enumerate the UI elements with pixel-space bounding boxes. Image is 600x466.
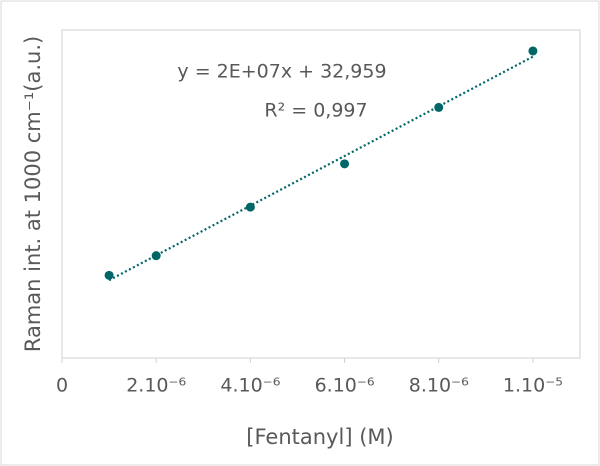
trendline xyxy=(108,55,534,282)
data-point xyxy=(434,102,444,112)
data-point xyxy=(151,251,161,261)
data-point xyxy=(340,159,350,169)
data-point xyxy=(104,270,114,280)
x-axis-label: [Fentanyl] (M) xyxy=(246,425,393,449)
data-point xyxy=(245,202,255,212)
x-tick-label: 0 xyxy=(56,375,68,397)
y-axis-label: Raman int. at 1000 cm⁻¹(a.u.) xyxy=(21,36,45,352)
plot-area xyxy=(61,29,581,359)
x-tick-label: 6.10⁻⁶ xyxy=(315,375,375,397)
x-tick-label: 4.10⁻⁶ xyxy=(220,375,280,397)
x-tick-label: 2.10⁻⁶ xyxy=(126,375,186,397)
r-squared: R² = 0,997 xyxy=(264,100,367,122)
data-point xyxy=(528,46,538,56)
equation: y = 2E+07x + 32,959 xyxy=(177,61,386,83)
x-tick-label: 1.10⁻⁵ xyxy=(503,375,563,397)
x-tick-label: 8.10⁻⁶ xyxy=(409,375,469,397)
